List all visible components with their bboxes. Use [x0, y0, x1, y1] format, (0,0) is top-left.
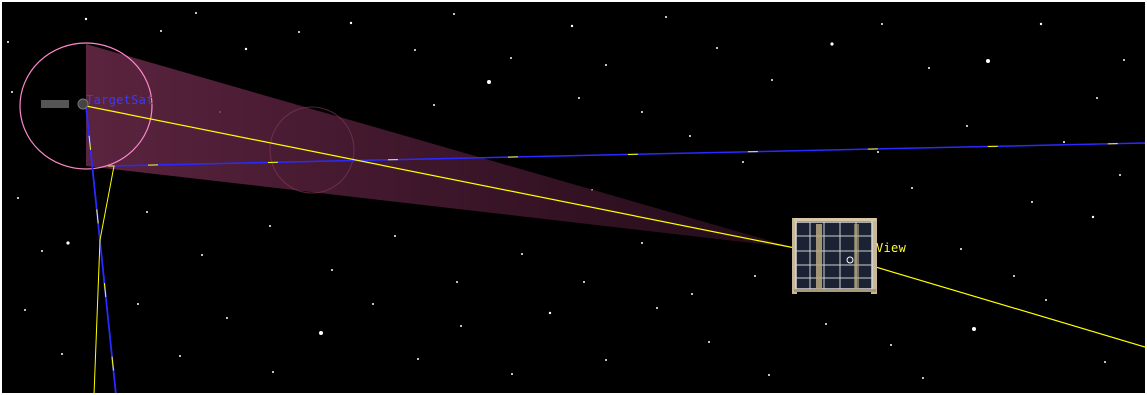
- cubesat-icon[interactable]: [792, 218, 877, 294]
- orbit-line: [85, 105, 1145, 393]
- target-satellite-icon[interactable]: [41, 98, 89, 110]
- star-field: [7, 12, 1125, 379]
- sensor-cone-ring: [269, 106, 355, 194]
- ground-track: [93, 165, 115, 393]
- view-direction-line: [841, 256, 1145, 348]
- line-of-sight: [85, 105, 796, 249]
- observer-label: View: [876, 241, 907, 255]
- target-sensor-circle: [19, 42, 153, 170]
- sensor-cone: [86, 44, 795, 248]
- target-label: TargetSat: [86, 93, 154, 107]
